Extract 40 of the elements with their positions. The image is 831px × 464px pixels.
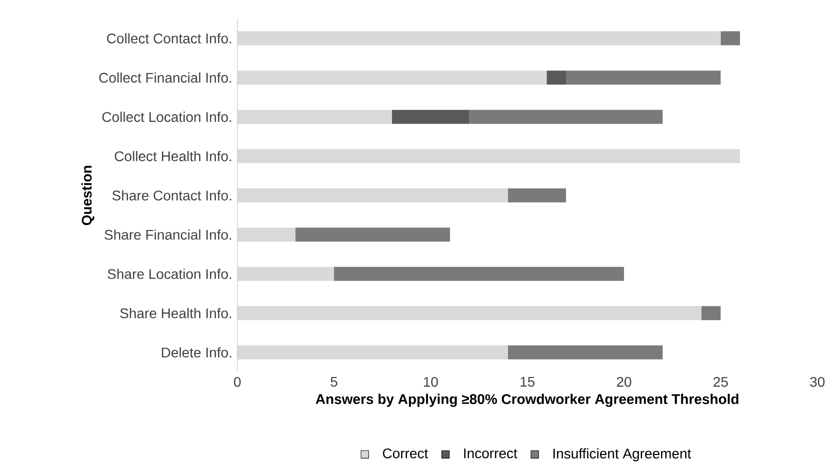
bar xyxy=(701,306,721,320)
y-tick-label: Collect Location Info. xyxy=(102,112,232,122)
bar xyxy=(508,188,566,202)
y-tick-label: Collect Health Info. xyxy=(114,150,232,162)
legend-label: Correct xyxy=(382,448,428,458)
bar xyxy=(237,345,508,360)
x-tick-label: 30 xyxy=(810,376,825,387)
x-tick-label: 15 xyxy=(520,376,535,387)
bar xyxy=(720,31,740,46)
x-tick-label: 20 xyxy=(616,376,632,387)
bar xyxy=(237,188,508,202)
y-tick-label: Collect Contact Info. xyxy=(107,33,232,44)
bar xyxy=(237,31,721,46)
y-tick-label: Delete Info. xyxy=(162,347,232,358)
bar xyxy=(546,70,566,85)
legend-label: Insufficient Agreement xyxy=(553,448,692,462)
bar xyxy=(237,228,296,242)
bar xyxy=(237,149,740,164)
bar xyxy=(295,228,450,242)
y-tick-label: Share Health Info. xyxy=(120,308,232,318)
x-tick-label: 25 xyxy=(714,376,728,387)
bar xyxy=(237,70,547,85)
y-tick-label: Collect Financial Info. xyxy=(99,72,232,83)
bar xyxy=(237,110,392,124)
y-axis-title: Question xyxy=(81,166,94,226)
bar xyxy=(469,110,663,124)
x-axis-title: Answers by Applying ≥80% Crowdworker Agreement Threshold xyxy=(316,394,738,407)
bar xyxy=(334,266,624,281)
x-tick-label: 10 xyxy=(424,376,438,387)
x-tick-label: 5 xyxy=(330,376,338,387)
legend-label: Incorrect xyxy=(464,448,518,458)
y-tick-label: Share Financial Info. xyxy=(104,229,232,240)
bar xyxy=(237,306,702,320)
bar xyxy=(392,110,470,124)
bar xyxy=(237,266,334,281)
bar xyxy=(566,70,721,85)
x-tick-label: 0 xyxy=(234,376,241,387)
y-tick-label: Share Contact Info. xyxy=(112,190,232,200)
bar xyxy=(508,345,663,360)
y-tick-label: Share Location Info. xyxy=(108,268,232,280)
